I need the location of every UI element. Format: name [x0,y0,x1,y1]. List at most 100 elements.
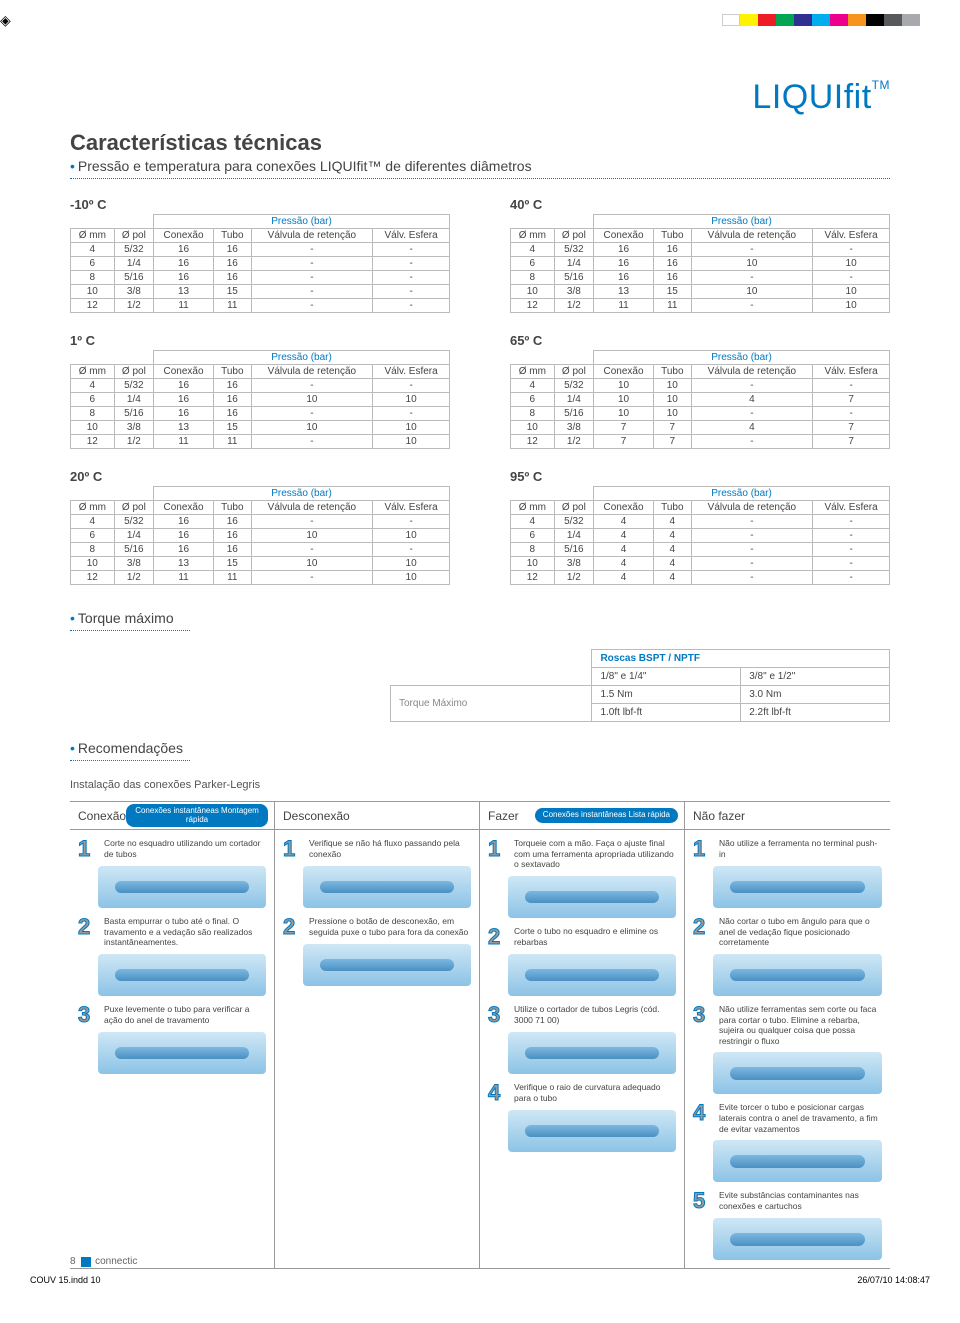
step-illustration [98,1032,266,1074]
page-number: 8 [70,1256,76,1267]
table-cell: 16 [154,243,214,257]
step-number: 2 [283,916,303,938]
table-cell: - [691,435,813,449]
crop-mark: ◈ [0,12,11,29]
table-cell: 4 [594,515,654,529]
step-number: 5 [693,1190,713,1212]
table-cell: 1/4 [554,393,593,407]
table-cell: 5/16 [114,407,153,421]
table-cell: 6 [511,257,555,271]
table-cell: 1/4 [554,257,593,271]
table-cell: 1/2 [114,435,153,449]
step-number: 3 [78,1004,98,1026]
table-cell: 10 [251,393,373,407]
table-cell: - [691,515,813,529]
table-cell: 16 [214,529,252,543]
pressure-tables-grid: -10º CPressão (bar)Ø mmØ polConexãoTuboV… [70,197,890,585]
rec-title: Recomendações [78,740,183,756]
table-cell: 8 [71,271,115,285]
table-cell: 7 [813,421,890,435]
rec-col-title: Fazer [488,809,519,823]
torque-col2: 3/8" e 1/2" [741,668,890,686]
table-cell: 4 [594,529,654,543]
step-number: 2 [488,926,508,948]
rec-step: 1Verifique se não há fluxo passando pela… [275,830,479,860]
table-cell: 4 [654,571,692,585]
table-cell: 3/8 [554,421,593,435]
bullet-icon: • [70,740,75,756]
table-cell: 8 [511,543,555,557]
table-cell: 1/4 [114,393,153,407]
bullet-icon: • [70,610,75,626]
table-cell: 5/32 [554,379,593,393]
table-cell: 5/16 [554,271,593,285]
rec-col-title: Conexão [78,809,126,823]
table-cell: - [813,543,890,557]
rec-step: 3Puxe levemente o tubo para verificar a … [70,996,274,1026]
table-cell: - [373,515,450,529]
table-cell: 10 [251,421,373,435]
table-cell: 1/2 [114,299,153,313]
table-cell: 7 [654,435,692,449]
table-cell: 6 [71,257,115,271]
rec-col-fazer: Fazer Conexões instantâneas Lista rápida… [480,802,685,1268]
table-cell: 4 [594,543,654,557]
table-cell: 1/4 [554,529,593,543]
temp-label: 65º C [510,333,890,348]
step-illustration [713,866,882,908]
pressure-table: Pressão (bar)Ø mmØ polConexãoTuboVálvula… [510,214,890,313]
table-cell: - [813,515,890,529]
crop-top: ◈ [0,0,960,40]
rec-pill: Conexões instantâneas Montagem rápida [126,804,268,828]
table-cell: 13 [154,421,214,435]
table-cell: - [813,379,890,393]
table-cell: 10 [813,285,890,299]
step-number: 3 [693,1004,713,1047]
pressure-table-block: 95º CPressão (bar)Ø mmØ polConexãoTuboVá… [510,469,890,585]
step-illustration [303,944,471,986]
brand-tm: TM [872,78,890,92]
table-cell: - [813,407,890,421]
table-cell: 10 [594,407,654,421]
step-text: Não cortar o tubo em ângulo para que o a… [719,916,882,948]
step-illustration [98,866,266,908]
table-cell: 11 [154,435,214,449]
table-cell: 1/4 [114,257,153,271]
table-cell: 1/2 [554,299,593,313]
rec-step: 1Corte no esquadro utilizando um cortado… [70,830,274,860]
table-cell: 13 [154,557,214,571]
table-cell: - [251,257,373,271]
rec-step: 4Evite torcer o tubo e posicionar cargas… [685,1094,890,1134]
table-cell: 11 [214,299,252,313]
rec-col-header: Fazer Conexões instantâneas Lista rápida [480,802,684,830]
table-cell: - [813,529,890,543]
dotted-divider [70,178,890,179]
rec-step: 1Não utilize a ferramenta no terminal pu… [685,830,890,860]
table-cell: 10 [373,393,450,407]
table-cell: 16 [594,257,654,271]
page-title: Características técnicas [70,130,890,156]
table-cell: 15 [654,285,692,299]
table-cell: 7 [594,435,654,449]
table-cell: 4 [594,571,654,585]
rec-step: 5Evite substâncias contaminantes nas con… [685,1182,890,1212]
table-cell: 16 [594,271,654,285]
table-cell: - [691,243,813,257]
table-cell: 13 [154,285,214,299]
temp-label: 20º C [70,469,450,484]
table-cell: 16 [154,515,214,529]
table-cell: 10 [813,299,890,313]
torque-nm2: 3.0 Nm [741,686,890,704]
table-cell: 4 [511,243,555,257]
page-footer: 8 connectic [70,1256,137,1267]
table-cell: 10 [251,557,373,571]
table-cell: 12 [71,571,115,585]
table-cell: - [373,379,450,393]
step-illustration [303,866,471,908]
table-cell: 11 [654,299,692,313]
table-cell: 12 [511,299,555,313]
table-cell: 15 [214,285,252,299]
temp-label: 95º C [510,469,890,484]
step-illustration [713,1140,882,1182]
pressure-table: Pressão (bar)Ø mmØ polConexãoTuboVálvula… [70,214,450,313]
